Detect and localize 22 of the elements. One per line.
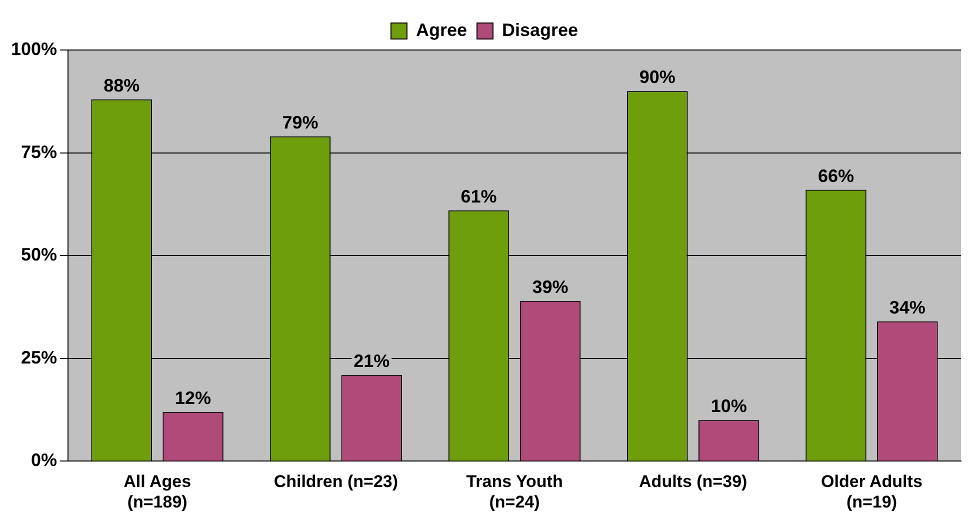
- data-label: 12%: [175, 388, 212, 408]
- data-label: 90%: [639, 67, 676, 88]
- data-label: 66%: [818, 166, 854, 186]
- data-label: 88%: [104, 75, 140, 96]
- data-label: 34%: [889, 297, 926, 318]
- x-tick-label: Children (n=23): [274, 472, 398, 492]
- legend-label: Disagree: [502, 20, 578, 40]
- y-tick-label: 25%: [21, 347, 58, 368]
- x-tick-label: Trans Youth (n=24): [466, 472, 563, 512]
- y-tick-label: 100%: [10, 38, 58, 59]
- data-label: 39%: [532, 276, 568, 297]
- data-label: 79%: [282, 112, 318, 132]
- x-tick-label: Older Adults (n=19): [821, 472, 922, 512]
- data-label: 21%: [354, 350, 390, 371]
- y-tick-label: 75%: [21, 142, 58, 162]
- legend-label: Agree: [416, 20, 467, 40]
- x-tick-label: All Ages (n=189): [124, 472, 192, 512]
- y-tick-label: 50%: [21, 244, 58, 265]
- data-label: 61%: [460, 186, 497, 206]
- data-label: 10%: [710, 396, 747, 416]
- y-tick-label: 0%: [31, 450, 58, 470]
- x-tick-label: Adults (n=39): [639, 472, 748, 492]
